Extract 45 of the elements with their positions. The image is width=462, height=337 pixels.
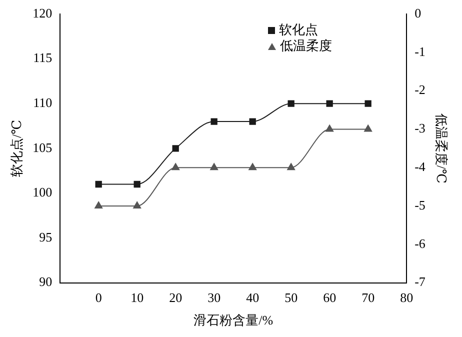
x-tick-label: 60 bbox=[323, 290, 336, 306]
x-tick-label: 0 bbox=[95, 290, 102, 306]
y2-tick-label: -2 bbox=[414, 82, 426, 98]
y2-axis-title: 低温柔度/℃ bbox=[434, 113, 449, 184]
x-tick-label: 50 bbox=[284, 290, 298, 306]
point bbox=[134, 180, 140, 188]
point bbox=[210, 163, 218, 170]
x-axis-title: 滑石粉含量/% bbox=[194, 312, 274, 328]
y2-tick-label: -4 bbox=[414, 159, 426, 174]
y-tick-label: 95 bbox=[39, 229, 52, 244]
x-tick-label: 20 bbox=[169, 290, 182, 306]
point bbox=[326, 124, 334, 132]
y-axis-title: 软化点/℃ bbox=[9, 120, 24, 177]
point bbox=[133, 202, 142, 208]
y-tick-label: 90 bbox=[39, 274, 52, 290]
y2-tick-label: -5 bbox=[414, 197, 426, 212]
point bbox=[94, 202, 103, 208]
y-tick-label: 110 bbox=[33, 95, 52, 110]
point bbox=[364, 124, 372, 132]
y2-tick-label: -1 bbox=[414, 44, 426, 59]
y2-tick-label: -3 bbox=[414, 120, 426, 136]
point bbox=[172, 163, 180, 170]
y2-tick-label: -6 bbox=[414, 236, 426, 251]
y-tick-label: 105 bbox=[32, 140, 52, 155]
legend-label: 低温柔度 bbox=[280, 37, 332, 55]
point bbox=[95, 180, 102, 188]
point bbox=[326, 100, 333, 107]
x-tick-label: 10 bbox=[130, 290, 144, 306]
legend-label: 软化点 bbox=[279, 21, 318, 39]
point bbox=[364, 100, 372, 107]
y-tick-label: 100 bbox=[32, 184, 52, 200]
y-tick-label: 115 bbox=[33, 50, 52, 66]
y2-tick-label: 0 bbox=[414, 5, 422, 20]
point bbox=[172, 145, 179, 152]
point bbox=[287, 163, 296, 170]
point bbox=[210, 118, 218, 125]
point bbox=[248, 163, 257, 170]
point bbox=[288, 100, 294, 107]
y-tick-label: 120 bbox=[32, 5, 52, 20]
x-tick-label: 80 bbox=[400, 290, 414, 306]
x-tick-label: 70 bbox=[362, 290, 375, 306]
point bbox=[249, 118, 256, 125]
y2-tick-label: -7 bbox=[414, 274, 426, 290]
x-tick-label: 40 bbox=[246, 290, 260, 306]
x-tick-label: 30 bbox=[208, 290, 221, 306]
